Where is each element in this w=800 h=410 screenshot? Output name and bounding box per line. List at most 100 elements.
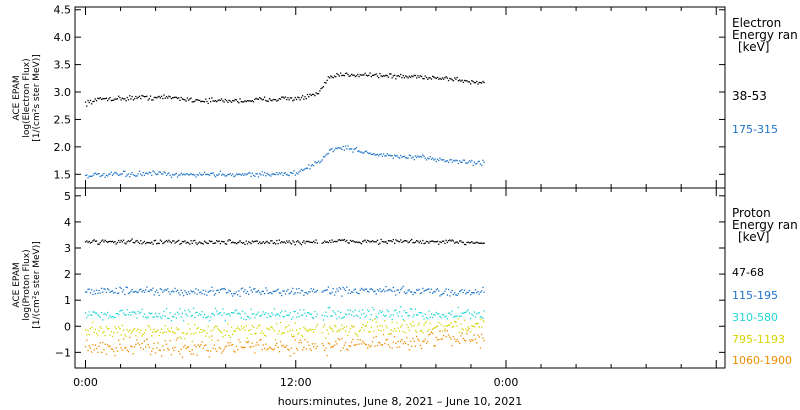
data-point <box>259 315 261 317</box>
data-point <box>196 99 198 101</box>
data-point <box>248 172 250 174</box>
data-point <box>240 317 242 319</box>
data-point <box>395 294 397 296</box>
data-point <box>384 75 386 77</box>
data-point <box>84 174 87 177</box>
data-point <box>294 174 296 176</box>
data-point <box>251 100 253 102</box>
data-point <box>102 239 104 241</box>
electron-ylabel-line2: log(Electron Flux) <box>22 58 32 137</box>
data-point <box>272 328 274 330</box>
data-point <box>186 332 188 334</box>
data-point <box>466 241 468 244</box>
data-point <box>290 318 293 320</box>
data-point <box>174 287 176 290</box>
data-point <box>284 172 287 174</box>
data-point <box>396 346 398 348</box>
data-point <box>352 311 354 313</box>
data-point <box>205 241 207 243</box>
data-point <box>416 77 418 79</box>
data-point <box>251 291 253 293</box>
data-point <box>445 288 447 290</box>
data-point <box>444 242 446 245</box>
data-point <box>265 287 267 289</box>
data-point <box>406 240 408 242</box>
data-point <box>343 316 345 318</box>
data-point <box>376 344 379 347</box>
data-point <box>355 343 358 346</box>
data-point <box>352 240 354 242</box>
data-point <box>259 339 261 342</box>
data-point <box>127 99 130 101</box>
data-point <box>481 164 483 166</box>
data-point <box>445 76 447 78</box>
data-point <box>170 98 173 100</box>
data-point <box>447 312 450 314</box>
data-point <box>355 75 358 77</box>
data-point <box>178 313 180 315</box>
electron-legend-38-53: 38-53 <box>732 89 767 103</box>
data-point <box>221 98 223 100</box>
data-point <box>200 173 202 176</box>
data-point <box>292 100 294 102</box>
data-point <box>178 239 180 242</box>
data-point <box>420 347 423 350</box>
data-point <box>259 97 261 99</box>
data-point <box>440 316 442 319</box>
data-point <box>409 323 412 325</box>
data-point <box>130 239 132 242</box>
data-point <box>84 241 87 243</box>
data-point <box>152 331 154 333</box>
data-point <box>320 160 322 163</box>
data-point <box>126 96 128 99</box>
data-point <box>95 173 98 176</box>
data-point <box>290 290 293 293</box>
data-point <box>278 239 280 241</box>
data-point <box>419 292 421 295</box>
data-point <box>262 333 264 335</box>
data-point <box>443 159 445 161</box>
data-point <box>267 292 269 295</box>
data-point <box>417 289 419 291</box>
data-point <box>439 295 441 297</box>
data-point <box>337 290 339 292</box>
proton-series-310-580 <box>84 306 485 322</box>
data-point <box>338 239 341 241</box>
data-point <box>313 317 315 320</box>
data-point <box>94 172 96 174</box>
data-point <box>302 241 304 244</box>
data-point <box>273 242 276 244</box>
data-point <box>265 312 267 314</box>
data-point <box>103 349 105 351</box>
data-point <box>394 310 396 312</box>
data-point <box>427 157 429 159</box>
data-point <box>141 342 143 345</box>
data-point <box>436 158 439 160</box>
data-point <box>160 355 163 357</box>
data-point <box>219 312 222 314</box>
data-point <box>466 162 468 164</box>
data-point <box>281 96 283 98</box>
data-point <box>401 315 403 317</box>
data-point <box>167 97 169 99</box>
data-point <box>433 327 435 330</box>
data-point <box>348 75 350 77</box>
data-point <box>436 240 439 242</box>
data-point <box>390 155 392 157</box>
data-point <box>93 100 95 102</box>
data-point <box>271 173 273 175</box>
data-point <box>406 157 408 159</box>
data-point <box>218 173 220 175</box>
data-point <box>425 240 428 243</box>
data-point <box>248 330 250 332</box>
data-point <box>452 316 455 318</box>
data-point <box>119 286 121 288</box>
data-point <box>370 76 372 78</box>
data-point <box>409 76 412 78</box>
data-point <box>343 238 345 241</box>
data-point <box>382 329 385 331</box>
data-point <box>272 242 274 244</box>
data-point <box>479 242 482 244</box>
data-point <box>237 242 239 244</box>
data-point <box>148 326 150 328</box>
